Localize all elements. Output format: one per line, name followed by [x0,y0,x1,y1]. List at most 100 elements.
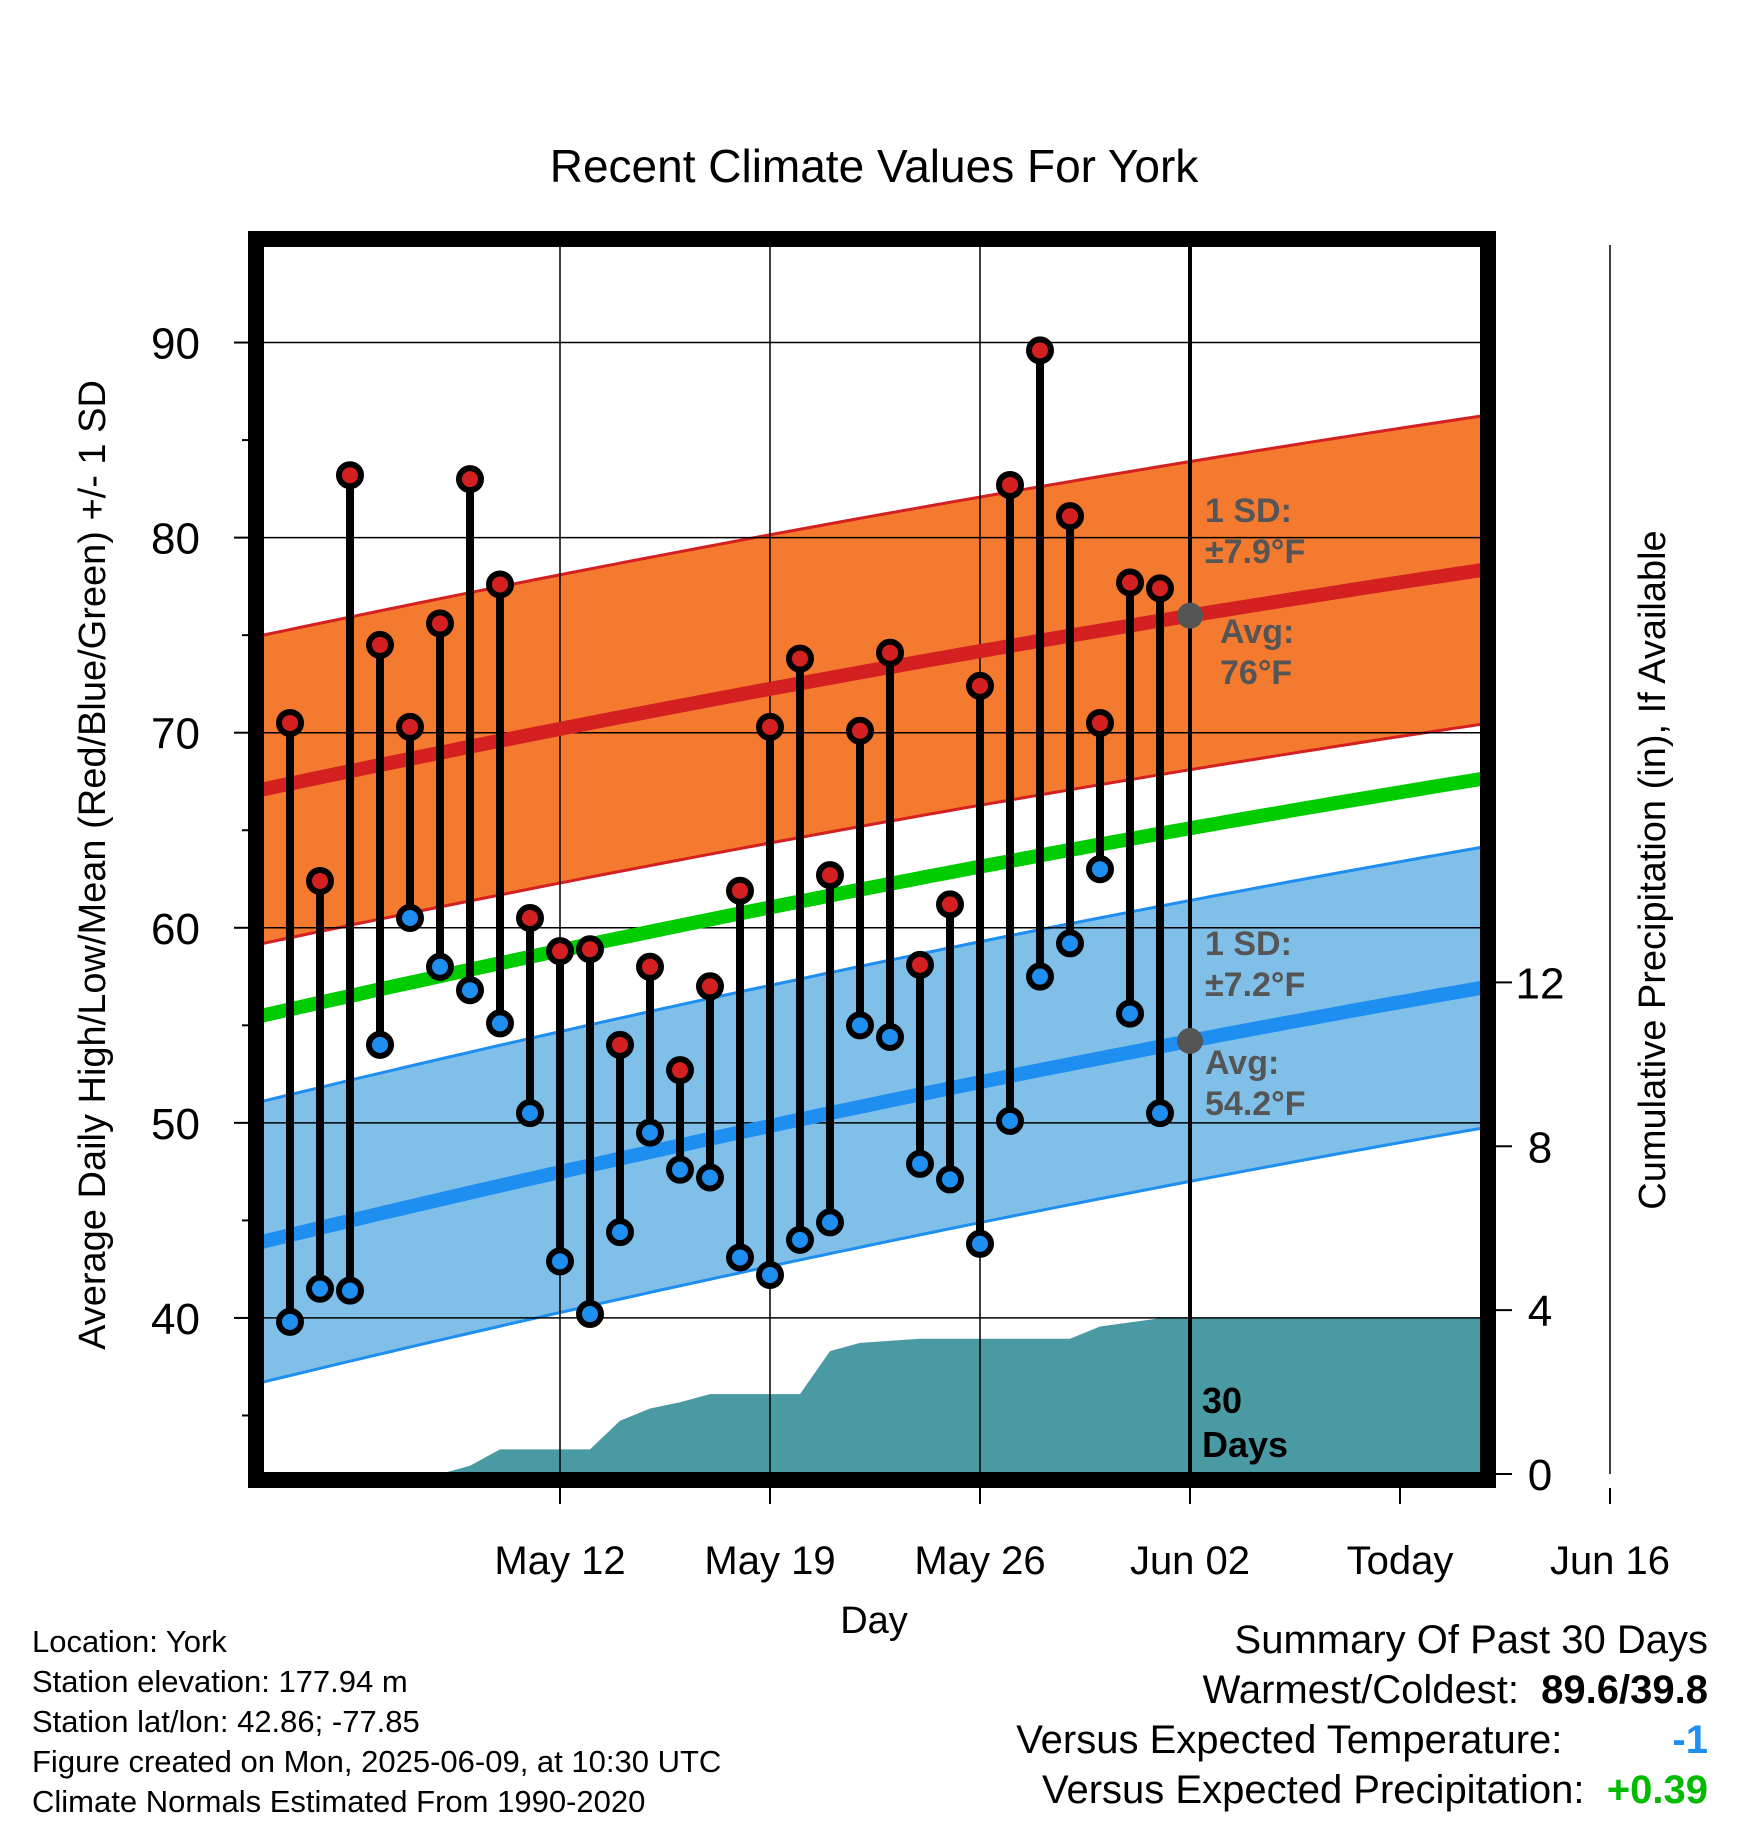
low-sd-upper-edge [253,845,1485,1105]
daily-low-point [936,1165,964,1194]
station-metadata: Location: York Station elevation: 177.94… [32,1622,721,1822]
y2-tick-label: 8 [1528,1123,1552,1172]
daily-high-point [816,861,844,890]
y2-tick-label: 4 [1528,1287,1552,1336]
precip-label: Versus Expected Precipitation: [1042,1768,1585,1812]
high-avg-label: Avg: [1220,613,1294,651]
daily-high-point [726,876,754,905]
warm-cold-label: Warmest/Coldest: [1202,1668,1519,1712]
y2-axis-label: Cumulative Precipitation (in), If Availa… [1632,530,1674,1209]
daily-high-point [846,716,874,745]
daily-low-point [996,1106,1024,1135]
x-tick-label: May 12 [494,1539,625,1583]
x-tick-label: May 26 [914,1539,1045,1583]
summary-title: Summary Of Past 30 Days [1234,1618,1708,1662]
daily-low-point [636,1118,664,1147]
elevation-text: Station elevation: 177.94 m [32,1664,408,1699]
daily-low-point [816,1208,844,1237]
daily-low-point [1146,1099,1174,1128]
y2-tick-label: 0 [1528,1451,1552,1500]
normal-mean-line [252,771,1486,1025]
daily-high-point [666,1056,694,1085]
daily-high-point [546,937,574,966]
daily-high-point [1116,568,1144,597]
daily-low-point [426,952,454,981]
summary-panel: Summary Of Past 30 Days Warmest/Coldest:… [1016,1615,1708,1815]
y-tick-label: 70 [151,710,200,759]
y2-tick-label: 12 [1516,959,1565,1008]
plot-frame [248,231,1496,1488]
daily-low-point [756,1261,784,1290]
daily-high-point [1086,708,1114,737]
daily-low-point [1116,999,1144,1028]
daily-low-point [726,1243,754,1272]
daily-low-point [696,1163,724,1192]
precip-area [254,1318,1490,1474]
y-axis-label: Average Daily High/Low/Mean (Red/Blue/Gr… [72,380,114,1350]
daily-high-point [966,671,994,700]
daily-low-point [576,1300,604,1329]
precip-value: +0.39 [1606,1768,1708,1812]
warm-cold-row: Warmest/Coldest: 89.6/39.8 [1016,1665,1708,1715]
high-sd-band [254,415,1484,946]
daily-low-point [786,1225,814,1254]
high-sd-label: 1 SD: [1205,492,1292,530]
daily-high-point [936,890,964,919]
y-tick-label: 80 [151,515,200,564]
x-tick-label: May 19 [704,1539,835,1583]
daily-low-point [1086,855,1114,884]
location-text: Location: York [32,1624,227,1659]
daily-high-point [1146,574,1174,603]
y-tick-label: 90 [151,320,200,369]
low-sd-lower-edge [253,1126,1485,1386]
daily-high-point [486,570,514,599]
high-sd-lower-edge [253,722,1485,947]
daily-high-point [996,470,1024,499]
low-sd-value: ±7.2°F [1205,966,1305,1004]
daily-high-point [876,638,904,667]
daily-high-point [516,904,544,933]
daily-high-point [636,952,664,981]
daily-low-point [396,904,424,933]
high-sd-value: ±7.9°F [1205,533,1305,571]
daily-high-point [366,630,394,659]
temp-row: Versus Expected Temperature: -1 [1016,1715,1708,1765]
temp-value: -1 [1672,1718,1708,1762]
today-days-label-line1: 30 [1202,1380,1242,1421]
daily-high-point [576,935,604,964]
daily-low-point [666,1155,694,1184]
x-tick-label: Jun 02 [1130,1539,1250,1583]
today-days-label-line2: Days [1202,1424,1288,1465]
avg-high-marker [1177,602,1203,629]
daily-low-point [1056,929,1084,958]
daily-low-point [456,976,484,1005]
daily-high-point [336,461,364,490]
daily-high-point [456,465,484,494]
daily-high-point [756,712,784,741]
x-tick-label: Today [1347,1539,1454,1583]
daily-high-point [786,644,814,673]
high-avg-value: 76°F [1220,654,1292,692]
daily-high-point [1056,502,1084,531]
daily-low-point [966,1229,994,1258]
normal-low-line [252,980,1486,1251]
created-text: Figure created on Mon, 2025-06-09, at 10… [32,1744,722,1779]
low-avg-label: Avg: [1205,1044,1279,1082]
daily-high-point [606,1030,634,1059]
y-tick-label: 50 [151,1100,200,1149]
x-tick-label: Jun 16 [1550,1539,1670,1583]
daily-low-point [876,1023,904,1052]
y-tick-label: 40 [151,1295,200,1344]
daily-low-point [546,1247,574,1276]
daily-low-point [366,1030,394,1059]
daily-low-point [516,1099,544,1128]
daily-high-point [1026,336,1054,365]
daily-high-point [276,708,304,737]
daily-low-point [606,1218,634,1247]
normals-text: Climate Normals Estimated From 1990-2020 [32,1784,646,1819]
daily-high-point [306,866,334,895]
daily-low-point [906,1149,934,1178]
daily-low-point [306,1274,334,1303]
